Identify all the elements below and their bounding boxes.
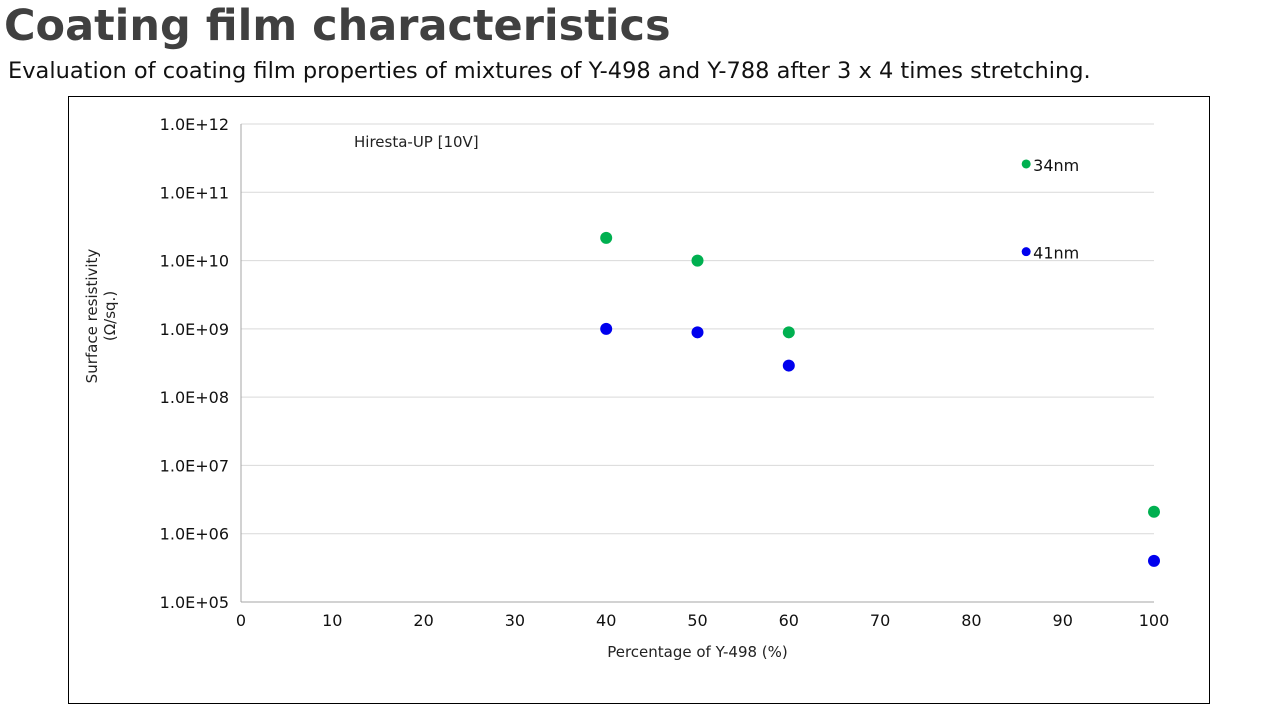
- y-tick-label: 1.0E+05: [160, 593, 229, 612]
- chart-annotation: Hiresta-UP [10V]: [354, 133, 479, 151]
- x-tick-label: 10: [322, 611, 342, 630]
- data-point: [1148, 505, 1160, 518]
- x-tick-label: 100: [1139, 611, 1170, 630]
- y-tick-label: 1.0E+10: [160, 252, 229, 271]
- page-title: Coating film characteristics: [4, 1, 671, 51]
- y-tick-label: 1.0E+09: [160, 320, 229, 339]
- data-point: [782, 326, 795, 339]
- data-point: [600, 231, 613, 244]
- x-tick-label: 90: [1053, 611, 1073, 630]
- x-axis-label: Percentage of Y-498 (%): [607, 643, 788, 661]
- y-tick-label: 1.0E+06: [160, 525, 229, 544]
- data-point: [782, 359, 795, 372]
- data-point: [600, 322, 613, 335]
- x-tick-label: 60: [779, 611, 799, 630]
- page-subtitle: Evaluation of coating film properties of…: [8, 58, 1091, 84]
- x-tick-label: 80: [961, 611, 981, 630]
- x-tick-label: 0: [236, 611, 246, 630]
- y-axis-label: Surface resistivity: [83, 249, 101, 384]
- x-tick-label: 30: [505, 611, 525, 630]
- legend-marker: [1021, 247, 1031, 257]
- x-tick-label: 20: [413, 611, 433, 630]
- x-tick-label: 70: [870, 611, 890, 630]
- chart-frame: 1.0E+05 1.0E+06 1.0E+07 1.0E+08 1.0E+09 1.0E+…: [68, 96, 1210, 704]
- legend-marker: [1021, 159, 1031, 169]
- data-point: [691, 326, 704, 339]
- y-tick-label: 1.0E+11: [160, 183, 229, 202]
- x-tick-label: 40: [596, 611, 616, 630]
- data-point: [691, 254, 704, 267]
- y-tick-label: 1.0E+08: [160, 388, 229, 407]
- y-tick-label: 1.0E+07: [160, 456, 229, 475]
- x-tick-label: 50: [687, 611, 707, 630]
- legend-label: 34nm: [1033, 156, 1079, 175]
- y-axis-unit: (Ω/sq.): [101, 291, 119, 341]
- scatter-chart: 1.0E+05 1.0E+06 1.0E+07 1.0E+08 1.0E+09 1.0E+…: [83, 115, 1170, 661]
- legend-label: 41nm: [1033, 244, 1079, 263]
- y-tick-label: 1.0E+12: [160, 115, 229, 134]
- data-point: [1148, 554, 1160, 567]
